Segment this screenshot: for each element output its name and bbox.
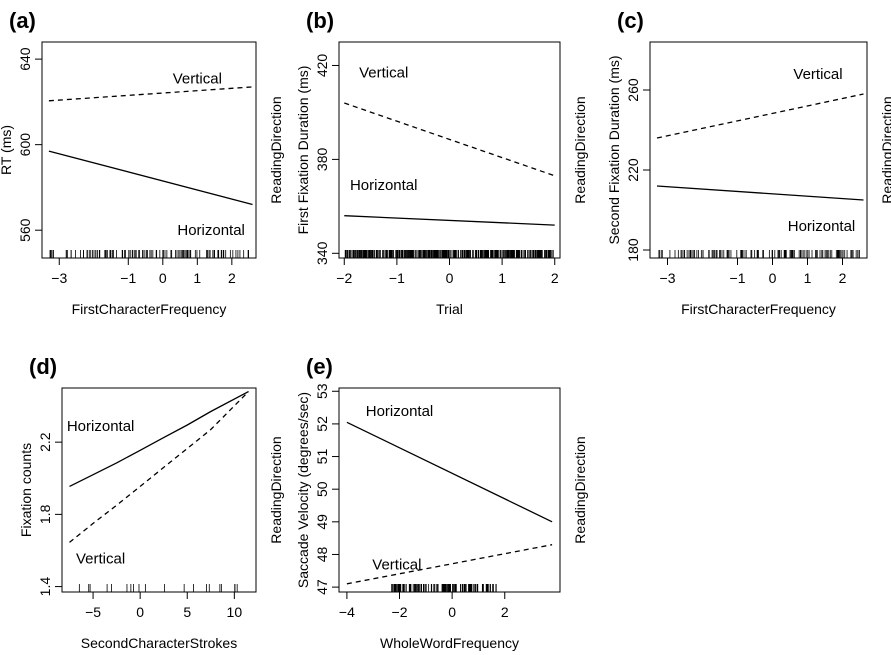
series-label-vertical: Vertical [359, 65, 408, 82]
y-tick-label: 1.8 [37, 504, 53, 524]
y-tick-label: 420 [314, 54, 330, 78]
y-tick-label: 51 [314, 449, 330, 465]
y-axis-title: Second Fixation Duration (ms) [606, 55, 622, 244]
series-label-horizontal: Horizontal [788, 218, 856, 235]
y-tick-label: 1.4 [37, 577, 53, 597]
series-label-vertical: Vertical [372, 556, 421, 573]
x-tick-label: 0 [446, 270, 454, 286]
series-line-vertical [346, 544, 553, 585]
series-line-horizontal [69, 391, 249, 487]
series-label-horizontal: Horizontal [366, 403, 434, 420]
x-tick-label: −5 [85, 604, 101, 620]
x-tick-label: 0 [769, 270, 777, 286]
y-tick-label: 380 [314, 147, 330, 171]
x-tick-label: 1 [193, 270, 201, 286]
right-side-label: ReadingDirection [572, 96, 588, 203]
panel-tag: (d) [29, 354, 57, 379]
x-tick-label: 0 [136, 604, 144, 620]
panel-tag: (c) [617, 8, 644, 33]
y-tick-label: 340 [314, 241, 330, 265]
x-tick-label: −4 [339, 604, 355, 620]
x-tick-label: 5 [183, 604, 191, 620]
y-tick-label: 49 [314, 514, 330, 530]
series-label-horizontal: Horizontal [350, 177, 418, 194]
y-axis-title: Fixation counts [18, 443, 34, 537]
y-tick-label: 600 [17, 133, 33, 157]
rug-marks [49, 250, 249, 258]
panel-tag: (b) [306, 8, 334, 33]
series-line-horizontal [344, 215, 555, 226]
rug-marks [658, 250, 860, 258]
x-tick-label: 10 [227, 604, 243, 620]
y-axis-title: RT (ms) [0, 125, 14, 175]
x-tick-label: −2 [392, 604, 408, 620]
x-tick-label: 2 [551, 270, 559, 286]
y-tick-label: 53 [314, 383, 330, 399]
x-tick-label: 1 [804, 270, 812, 286]
x-tick-label: −2 [336, 270, 352, 286]
x-axis-title: FirstCharacterFrequency [72, 301, 227, 317]
panel-c: (c) −3 −1 0 1 2 180 220 260 FirstCharacterFrequen… [606, 8, 891, 317]
series-line-vertical [344, 102, 555, 177]
y-tick-label: 220 [625, 158, 641, 182]
y-tick-label: 48 [314, 546, 330, 562]
y-tick-label: 560 [17, 218, 33, 242]
series-label-horizontal: Horizontal [67, 418, 135, 435]
x-tick-label: −3 [51, 270, 67, 286]
x-axis-title: SecondCharacterStrokes [81, 635, 237, 651]
x-tick-label: 1 [498, 270, 506, 286]
panel-d: (d) −5 0 5 10 1.4 1.8 2.2 SecondCharacterStrokes… [18, 354, 284, 651]
y-tick-label: 180 [625, 238, 641, 262]
series-label-vertical: Vertical [793, 66, 842, 83]
x-tick-label: 2 [839, 270, 847, 286]
y-tick-label: 52 [314, 416, 330, 432]
rug-marks [344, 250, 554, 258]
rug-marks [391, 584, 497, 592]
right-side-label: ReadingDirection [572, 436, 588, 543]
x-axis-title: FirstCharacterFrequency [681, 301, 836, 317]
x-tick-label: −1 [389, 270, 405, 286]
right-side-label: ReadingDirection [268, 96, 284, 203]
right-side-label: ReadingDirection [879, 96, 891, 203]
y-tick-label: 2.2 [37, 432, 53, 452]
x-tick-label: −1 [730, 270, 746, 286]
panel-tag: (e) [306, 354, 333, 379]
x-tick-label: −1 [120, 270, 136, 286]
series-line-vertical [69, 391, 249, 543]
x-tick-label: −3 [660, 270, 676, 286]
series-line-vertical [656, 93, 864, 139]
series-label-vertical: Vertical [76, 551, 125, 568]
panel-b: (b) −2 −1 0 1 2 340 380 420 Trial First Fixation D… [295, 8, 588, 317]
y-tick-label: 47 [314, 579, 330, 595]
series-line-vertical [48, 86, 253, 102]
y-axis-title: Saccade Velocity (degrees/sec) [295, 392, 311, 588]
panel-a: (a) −3 −1 0 1 2 560 600 640 FirstCharacterFrequen… [0, 8, 284, 317]
x-axis-title: Trial [436, 301, 463, 317]
y-axis-title: First Fixation Duration (ms) [295, 66, 311, 235]
x-tick-label: 0 [159, 270, 167, 286]
x-tick-label: 0 [448, 604, 456, 620]
y-tick-label: 50 [314, 481, 330, 497]
series-line-horizontal [346, 421, 553, 523]
y-tick-label: 260 [625, 78, 641, 102]
panel-tag: (a) [9, 8, 36, 33]
series-label-horizontal: Horizontal [177, 222, 245, 239]
series-line-horizontal [48, 150, 253, 206]
panel-e: (e) −4 −2 0 2 47 48 49 50 51 52 53 WholeWordFrequenc… [295, 354, 588, 651]
x-tick-label: 2 [501, 604, 509, 620]
series-line-horizontal [656, 185, 864, 201]
y-tick-label: 640 [17, 47, 33, 71]
rug-marks [78, 584, 238, 592]
series-label-vertical: Vertical [173, 70, 222, 87]
right-side-label: ReadingDirection [268, 436, 284, 543]
x-axis-title: WholeWordFrequency [380, 635, 519, 651]
x-tick-label: 2 [228, 270, 236, 286]
